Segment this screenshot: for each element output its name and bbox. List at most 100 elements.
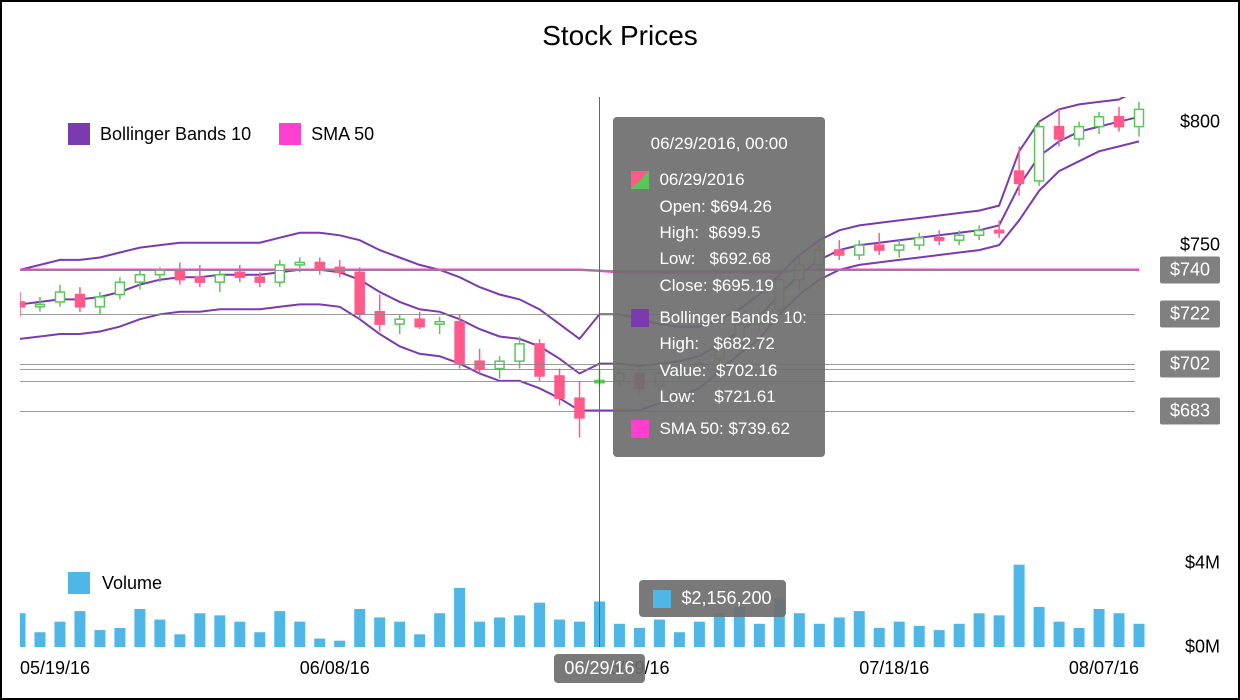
volume-bar[interactable]	[194, 613, 205, 647]
candle-body[interactable]	[1035, 127, 1044, 181]
candle-body[interactable]	[355, 272, 364, 314]
volume-bar[interactable]	[254, 632, 265, 647]
candle-body[interactable]	[1095, 117, 1104, 127]
candle-body[interactable]	[515, 344, 524, 361]
legend-bollinger[interactable]: Bollinger Bands 10	[68, 123, 251, 145]
volume-bar[interactable]	[154, 620, 165, 647]
volume-bar[interactable]	[934, 630, 945, 647]
volume-bar[interactable]	[674, 632, 685, 647]
volume-bar[interactable]	[134, 609, 145, 647]
candle-body[interactable]	[1115, 117, 1124, 127]
volume-bar[interactable]	[214, 615, 225, 647]
volume-bar[interactable]	[1054, 622, 1065, 647]
volume-bar[interactable]	[234, 622, 245, 647]
volume-bar[interactable]	[954, 624, 965, 647]
volume-bar[interactable]	[334, 641, 345, 647]
price-panel[interactable]: Bollinger Bands 10 SMA 50 $700$750$800$6…	[20, 97, 1220, 492]
candle-body[interactable]	[75, 295, 84, 307]
candle-body[interactable]	[135, 275, 144, 282]
candle-body[interactable]	[495, 361, 504, 368]
candle-body[interactable]	[935, 238, 944, 240]
volume-bar[interactable]	[1094, 609, 1105, 647]
volume-bar[interactable]	[174, 634, 185, 647]
volume-bar[interactable]	[854, 611, 865, 647]
candle-body[interactable]	[295, 262, 304, 264]
volume-bar[interactable]	[354, 609, 365, 647]
candle-body[interactable]	[1135, 109, 1144, 126]
candle-body[interactable]	[215, 275, 224, 282]
volume-bar[interactable]	[614, 624, 625, 647]
candle-body[interactable]	[115, 282, 124, 294]
volume-bar[interactable]	[534, 603, 545, 647]
candle-body[interactable]	[20, 302, 24, 307]
candle-body[interactable]	[1075, 127, 1084, 139]
candle-body[interactable]	[55, 292, 64, 302]
volume-bar[interactable]	[494, 617, 505, 647]
volume-bar[interactable]	[694, 622, 705, 647]
volume-bar[interactable]	[374, 617, 385, 647]
volume-bar[interactable]	[834, 617, 845, 647]
volume-bar[interactable]	[874, 628, 885, 647]
candle-body[interactable]	[475, 361, 484, 368]
volume-bar[interactable]	[814, 624, 825, 647]
volume-bar[interactable]	[554, 620, 565, 647]
candle-body[interactable]	[315, 262, 324, 269]
candle-body[interactable]	[195, 277, 204, 282]
volume-bar[interactable]	[914, 626, 925, 647]
volume-bar[interactable]	[274, 611, 285, 647]
volume-bar[interactable]	[314, 639, 325, 647]
volume-bar[interactable]	[754, 624, 765, 647]
volume-bar[interactable]	[794, 613, 805, 647]
volume-bar[interactable]	[634, 628, 645, 647]
candle-body[interactable]	[995, 230, 1004, 232]
candle-body[interactable]	[915, 238, 924, 245]
volume-bar[interactable]	[994, 615, 1005, 647]
candle-body[interactable]	[415, 319, 424, 326]
volume-bar[interactable]	[574, 622, 585, 647]
volume-bar[interactable]	[454, 588, 465, 647]
candle-body[interactable]	[95, 297, 104, 307]
candle-body[interactable]	[555, 376, 564, 398]
candle-body[interactable]	[895, 245, 904, 250]
volume-bar[interactable]	[74, 611, 85, 647]
candle-body[interactable]	[955, 235, 964, 240]
volume-bar[interactable]	[1074, 628, 1085, 647]
volume-bar[interactable]	[1114, 613, 1125, 647]
volume-bar[interactable]	[20, 613, 25, 647]
candle-body[interactable]	[235, 272, 244, 277]
volume-bar[interactable]	[414, 634, 425, 647]
candle-body[interactable]	[855, 245, 864, 255]
candle-body[interactable]	[275, 265, 284, 282]
volume-bar[interactable]	[894, 622, 905, 647]
candle-body[interactable]	[975, 230, 984, 235]
candle-body[interactable]	[1015, 171, 1024, 183]
volume-panel[interactable]: Volume $0M$4M $2,156,200	[20, 552, 1220, 647]
volume-bar[interactable]	[294, 622, 305, 647]
volume-bar[interactable]	[1014, 565, 1025, 647]
volume-bar[interactable]	[54, 622, 65, 647]
candle-body[interactable]	[455, 322, 464, 364]
volume-bar[interactable]	[34, 632, 45, 647]
volume-bar[interactable]	[974, 613, 985, 647]
candle-body[interactable]	[575, 398, 584, 418]
volume-bar[interactable]	[514, 615, 525, 647]
candle-body[interactable]	[535, 344, 544, 376]
candle-body[interactable]	[835, 250, 844, 255]
volume-bar[interactable]	[654, 620, 665, 647]
legend-sma50[interactable]: SMA 50	[279, 123, 374, 145]
candle-body[interactable]	[875, 245, 884, 250]
candle-body[interactable]	[35, 304, 44, 306]
volume-bar[interactable]	[1134, 624, 1145, 647]
volume-bar[interactable]	[394, 622, 405, 647]
volume-bar[interactable]	[114, 628, 125, 647]
candle-body[interactable]	[255, 277, 264, 282]
candle-body[interactable]	[395, 319, 404, 324]
volume-bar[interactable]	[714, 613, 725, 647]
candle-body[interactable]	[1055, 127, 1064, 139]
candle-body[interactable]	[175, 270, 184, 280]
volume-bar[interactable]	[474, 622, 485, 647]
candle-body[interactable]	[435, 322, 444, 324]
volume-bar[interactable]	[1034, 607, 1045, 647]
volume-bar[interactable]	[434, 613, 445, 647]
volume-plot[interactable]	[20, 552, 1224, 647]
